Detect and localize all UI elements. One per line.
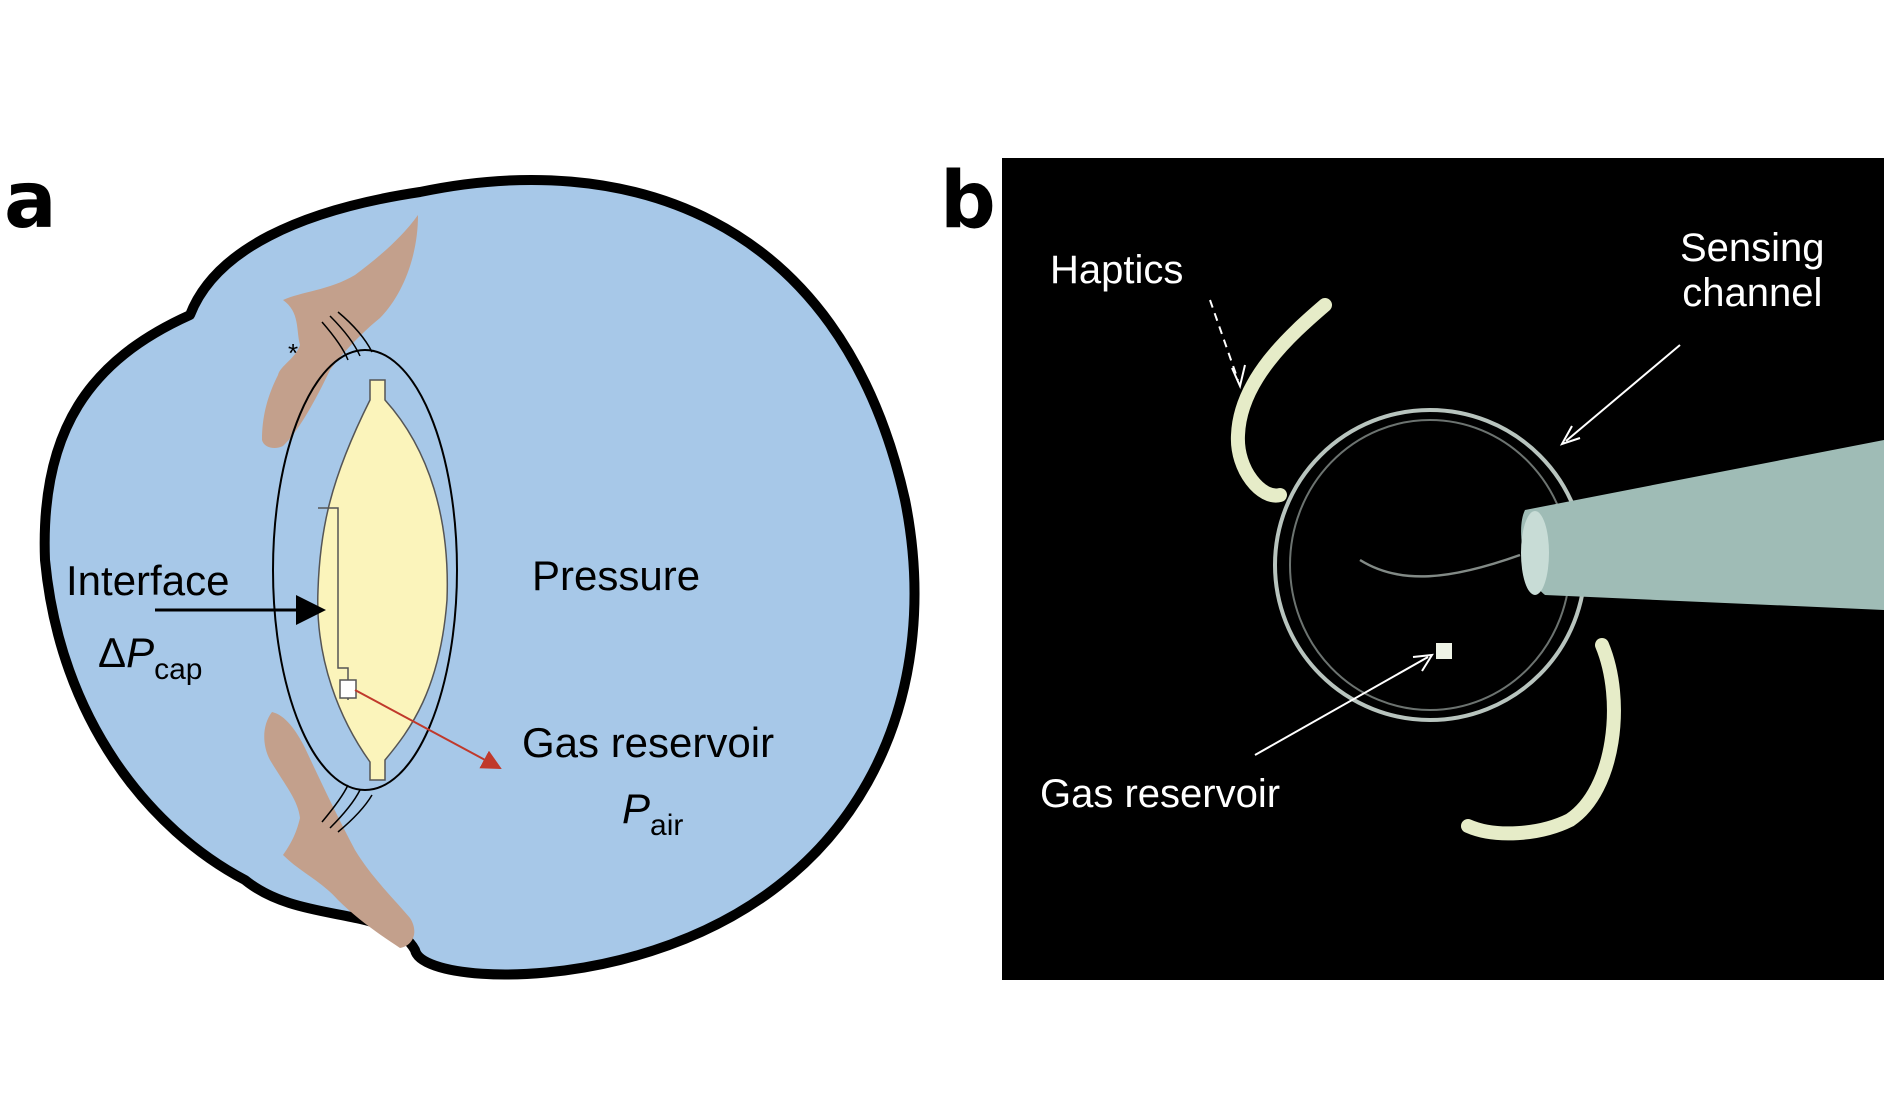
gas-reservoir-box	[339, 679, 357, 699]
haptic-lower	[1461, 638, 1621, 841]
haptics-arrow	[1209, 299, 1239, 381]
upper-tissue	[262, 215, 418, 448]
sensing-channel-arrow	[1565, 344, 1681, 442]
lens-photo	[1209, 298, 1884, 841]
haptics-label: Haptics	[1050, 248, 1184, 292]
delta-p-cap-label: ΔPcap	[98, 629, 203, 686]
lower-zonules	[321, 784, 373, 833]
gas-reservoir-label: Gas reservoir	[522, 719, 775, 766]
sensing-channel-label: Sensing channel	[1680, 226, 1825, 315]
capsule-outline	[272, 349, 458, 791]
panel-a-letter: a	[4, 156, 57, 246]
probe	[1521, 440, 1884, 610]
upper-zonules	[321, 311, 373, 361]
panel-b-letter: b	[940, 156, 996, 246]
gas-reservoir-arrow	[354, 689, 502, 769]
probe-tip	[1521, 511, 1549, 595]
haptic-upper	[1230, 298, 1332, 503]
asterisk-label: *	[288, 338, 299, 368]
sensing-channel	[318, 507, 349, 700]
gas-reservoir-dot	[1436, 643, 1452, 659]
gas-reservoir-photo-arrow	[1254, 656, 1429, 756]
gas-reservoir-photo-label: Gas reservoir	[1040, 772, 1281, 816]
p-air-label: Pair	[622, 785, 684, 842]
interface-label: Interface	[66, 557, 230, 604]
pressure-label: Pressure	[532, 552, 701, 599]
